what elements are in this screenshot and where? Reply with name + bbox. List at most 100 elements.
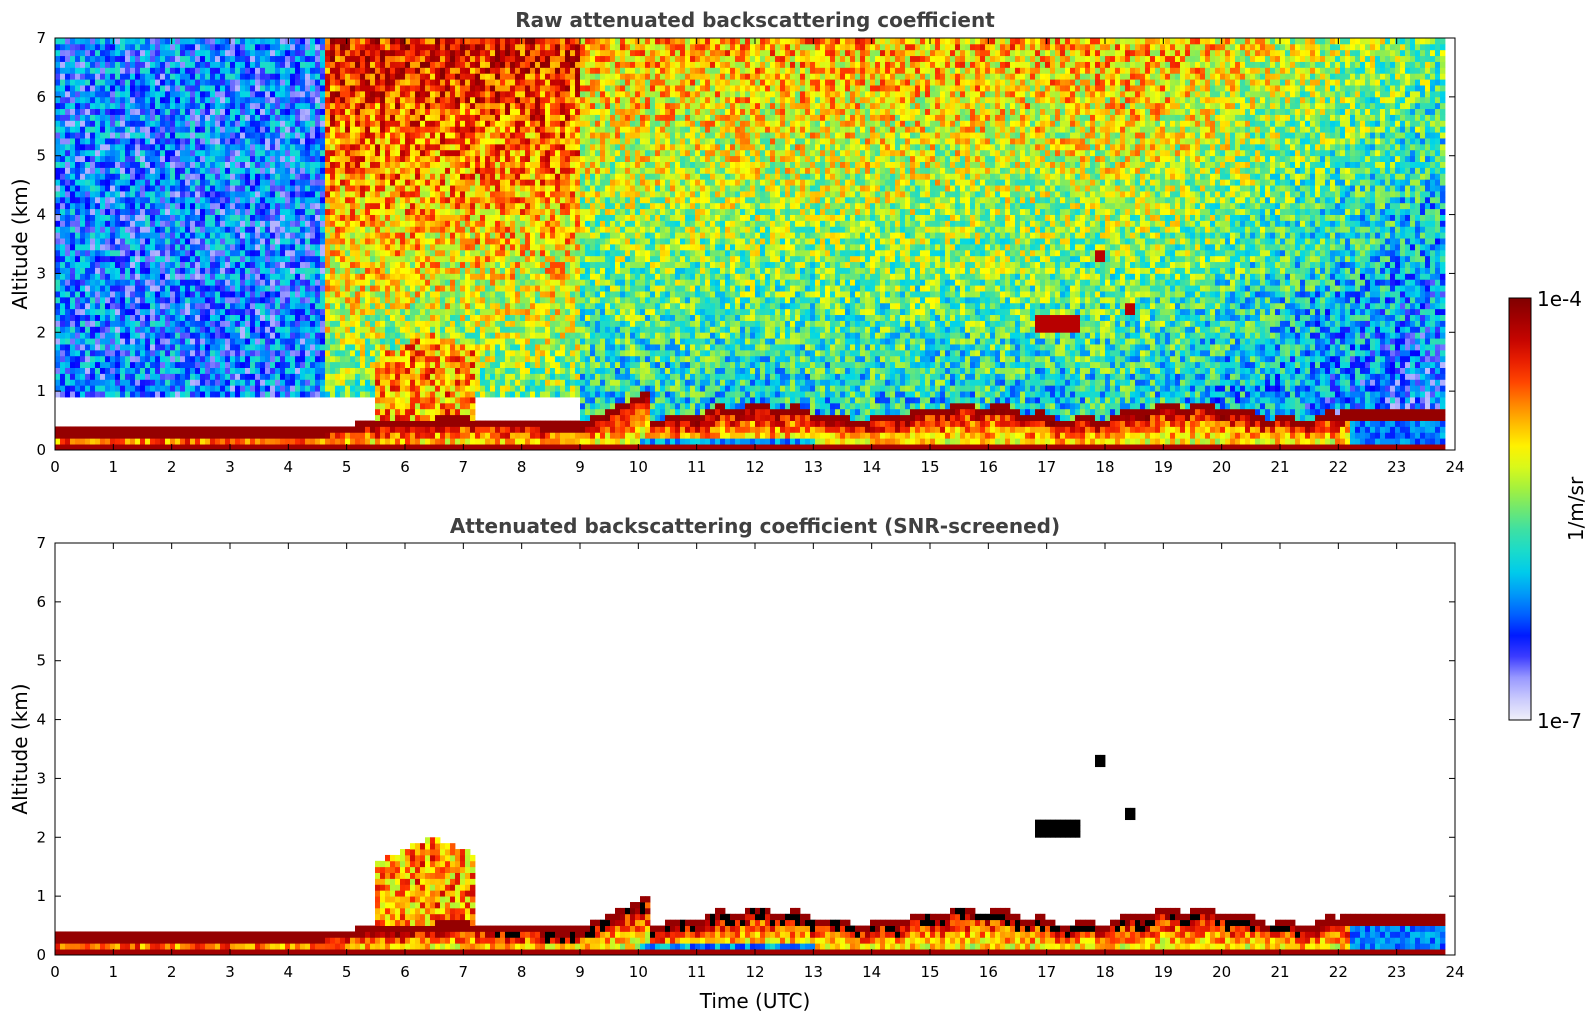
heatmap-cell bbox=[305, 79, 311, 86]
heatmap-cell bbox=[185, 214, 191, 221]
heatmap-cell bbox=[180, 138, 186, 145]
heatmap-cell bbox=[315, 267, 321, 274]
heatmap-cell bbox=[60, 426, 66, 433]
heatmap-cell bbox=[215, 332, 221, 339]
heatmap-cell bbox=[95, 338, 101, 345]
heatmap-cell bbox=[140, 249, 146, 257]
heatmap-cell bbox=[85, 226, 91, 233]
heatmap-cell bbox=[155, 191, 161, 198]
heatmap-cell bbox=[120, 367, 126, 374]
heatmap-cell bbox=[135, 220, 141, 227]
heatmap-cell bbox=[355, 61, 361, 68]
heatmap-cell bbox=[185, 326, 191, 333]
heatmap-cell bbox=[110, 379, 116, 386]
heatmap-cell bbox=[370, 285, 376, 292]
heatmap-cell bbox=[220, 255, 226, 263]
heatmap-cell bbox=[230, 108, 236, 115]
heatmap-cell bbox=[340, 261, 346, 268]
heatmap-cell bbox=[195, 291, 201, 298]
heatmap-cell bbox=[245, 296, 251, 304]
heatmap-cell bbox=[95, 73, 101, 80]
heatmap-cell bbox=[220, 132, 226, 139]
heatmap-cell bbox=[100, 202, 106, 210]
heatmap-cell bbox=[315, 73, 321, 80]
heatmap-cell bbox=[195, 338, 201, 345]
heatmap-cell bbox=[185, 126, 191, 133]
heatmap-cell bbox=[110, 138, 116, 145]
heatmap-cell bbox=[420, 138, 426, 145]
heatmap-cell bbox=[365, 444, 371, 450]
heatmap-cell bbox=[355, 73, 361, 80]
heatmap-cell bbox=[335, 320, 341, 327]
heatmap-cell bbox=[120, 349, 126, 357]
heatmap-cell bbox=[335, 326, 341, 333]
heatmap-cell bbox=[315, 379, 321, 386]
heatmap-cell bbox=[265, 279, 271, 286]
heatmap-cell bbox=[90, 232, 96, 239]
heatmap-cell bbox=[315, 108, 321, 115]
heatmap-cell bbox=[75, 326, 81, 333]
heatmap-cell bbox=[395, 344, 401, 351]
heatmap-cell bbox=[405, 267, 411, 274]
heatmap-cell bbox=[100, 43, 106, 51]
heatmap-cell bbox=[140, 426, 146, 433]
heatmap-cell bbox=[415, 320, 421, 327]
heatmap-cell bbox=[85, 126, 91, 133]
heatmap-cell bbox=[315, 167, 321, 174]
heatmap-cell bbox=[310, 67, 316, 74]
heatmap-cell bbox=[365, 385, 371, 392]
heatmap-cell bbox=[305, 349, 311, 357]
heatmap-cell bbox=[70, 73, 76, 80]
heatmap-cell bbox=[230, 126, 236, 133]
heatmap-cell bbox=[65, 149, 71, 157]
heatmap-cell bbox=[85, 444, 91, 450]
heatmap-cell bbox=[60, 149, 66, 157]
heatmap-cell bbox=[405, 73, 411, 80]
heatmap-cell bbox=[115, 202, 121, 210]
heatmap-cell bbox=[260, 191, 266, 198]
heatmap-cell bbox=[140, 432, 146, 439]
heatmap-cell bbox=[135, 102, 141, 110]
heatmap-cell bbox=[185, 167, 191, 174]
heatmap-cell bbox=[230, 90, 236, 98]
heatmap-cell bbox=[90, 167, 96, 174]
heatmap-cell bbox=[155, 161, 161, 168]
heatmap-cell bbox=[275, 379, 281, 386]
heatmap-cell bbox=[405, 326, 411, 333]
heatmap-cell bbox=[160, 167, 166, 174]
heatmap-cell bbox=[265, 385, 271, 392]
heatmap-cell bbox=[65, 255, 71, 263]
heatmap-cell bbox=[235, 108, 241, 115]
heatmap-cell bbox=[255, 73, 261, 80]
heatmap-cell bbox=[400, 202, 406, 210]
heatmap-cell bbox=[365, 185, 371, 192]
heatmap-cell bbox=[160, 238, 166, 245]
heatmap-cell bbox=[285, 108, 291, 115]
heatmap-cell bbox=[335, 302, 341, 310]
heatmap-cell bbox=[355, 220, 361, 227]
heatmap-cell bbox=[140, 444, 146, 450]
heatmap-cell bbox=[130, 132, 136, 139]
heatmap-cell bbox=[190, 302, 196, 310]
heatmap-cell bbox=[390, 167, 396, 174]
heatmap-cell bbox=[195, 426, 201, 433]
heatmap-cell bbox=[275, 143, 281, 151]
heatmap-cell bbox=[285, 444, 291, 450]
heatmap-cell bbox=[390, 302, 396, 310]
heatmap-cell bbox=[350, 438, 356, 445]
heatmap-cell bbox=[395, 220, 401, 227]
heatmap-cell bbox=[185, 285, 191, 292]
heatmap-cell bbox=[130, 202, 136, 210]
heatmap-cell bbox=[65, 261, 71, 268]
heatmap-cell bbox=[320, 90, 326, 98]
heatmap-cell bbox=[390, 191, 396, 198]
heatmap-cell bbox=[130, 444, 136, 450]
heatmap-cell bbox=[430, 349, 436, 357]
heatmap-cell bbox=[280, 326, 286, 333]
heatmap-cell bbox=[215, 432, 221, 439]
heatmap-cell bbox=[85, 279, 91, 286]
heatmap-cell bbox=[250, 314, 256, 321]
heatmap-cell bbox=[395, 73, 401, 80]
heatmap-cell bbox=[265, 361, 271, 368]
heatmap-cell bbox=[240, 149, 246, 157]
